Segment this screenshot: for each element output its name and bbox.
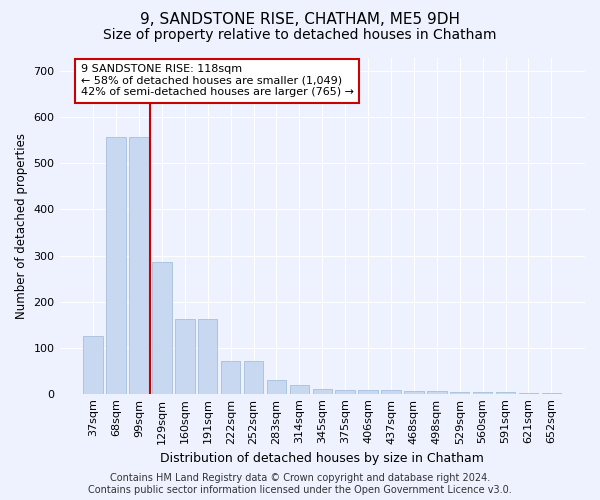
Bar <box>106 136 126 394</box>
Bar <box>496 392 515 394</box>
Bar <box>427 392 446 394</box>
Bar <box>267 380 286 394</box>
Bar <box>519 393 538 394</box>
Bar <box>542 393 561 394</box>
Bar <box>313 389 332 394</box>
Bar <box>175 318 194 394</box>
Bar <box>335 390 355 394</box>
X-axis label: Distribution of detached houses by size in Chatham: Distribution of detached houses by size … <box>160 452 484 465</box>
Bar <box>404 392 424 394</box>
Bar <box>473 392 493 394</box>
Text: Contains HM Land Registry data © Crown copyright and database right 2024.
Contai: Contains HM Land Registry data © Crown c… <box>88 474 512 495</box>
Text: 9, SANDSTONE RISE, CHATHAM, ME5 9DH: 9, SANDSTONE RISE, CHATHAM, ME5 9DH <box>140 12 460 28</box>
Bar <box>198 318 217 394</box>
Bar <box>358 390 378 394</box>
Bar <box>381 390 401 394</box>
Bar <box>244 362 263 394</box>
Bar <box>450 392 469 394</box>
Bar <box>83 336 103 394</box>
Bar <box>129 136 149 394</box>
Text: Size of property relative to detached houses in Chatham: Size of property relative to detached ho… <box>103 28 497 42</box>
Text: 9 SANDSTONE RISE: 118sqm
← 58% of detached houses are smaller (1,049)
42% of sem: 9 SANDSTONE RISE: 118sqm ← 58% of detach… <box>80 64 353 98</box>
Bar <box>221 362 241 394</box>
Y-axis label: Number of detached properties: Number of detached properties <box>15 132 28 318</box>
Bar <box>152 262 172 394</box>
Bar <box>290 386 309 394</box>
